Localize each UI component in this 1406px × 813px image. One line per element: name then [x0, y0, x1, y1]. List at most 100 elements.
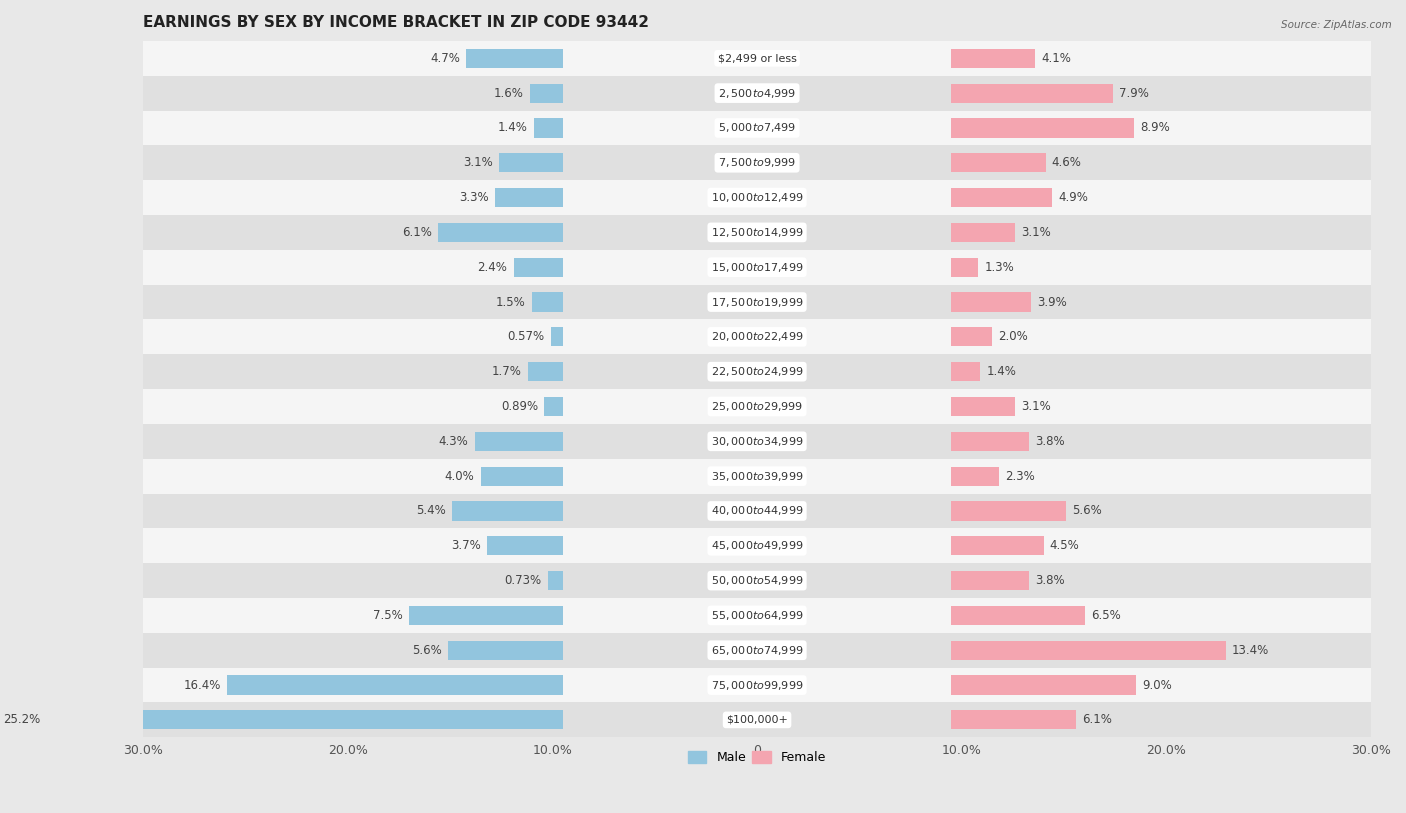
Bar: [143, 111, 1371, 146]
Text: 3.8%: 3.8%: [1035, 574, 1064, 587]
Bar: [531, 293, 562, 311]
Text: 8.9%: 8.9%: [1140, 121, 1170, 134]
Text: 1.6%: 1.6%: [494, 87, 524, 100]
Bar: [499, 153, 562, 172]
Text: 4.9%: 4.9%: [1057, 191, 1088, 204]
Bar: [952, 537, 1043, 555]
Bar: [952, 188, 1052, 207]
Text: 4.0%: 4.0%: [444, 470, 475, 483]
Bar: [952, 153, 1046, 172]
Bar: [952, 328, 993, 346]
Bar: [143, 76, 1371, 111]
Text: 2.4%: 2.4%: [478, 261, 508, 274]
Text: $17,500 to $19,999: $17,500 to $19,999: [711, 296, 803, 309]
Bar: [495, 188, 562, 207]
Text: $2,499 or less: $2,499 or less: [717, 54, 796, 63]
Bar: [530, 84, 562, 102]
Text: $7,500 to $9,999: $7,500 to $9,999: [718, 156, 796, 169]
Text: 0.73%: 0.73%: [505, 574, 541, 587]
Text: 1.4%: 1.4%: [986, 365, 1017, 378]
Bar: [143, 667, 1371, 702]
Text: 4.3%: 4.3%: [439, 435, 468, 448]
Text: 0.89%: 0.89%: [501, 400, 538, 413]
Bar: [952, 676, 1136, 694]
Bar: [143, 633, 1371, 667]
Text: 7.5%: 7.5%: [373, 609, 404, 622]
Bar: [453, 502, 562, 520]
Bar: [952, 432, 1029, 451]
Text: 13.4%: 13.4%: [1232, 644, 1270, 657]
Text: $50,000 to $54,999: $50,000 to $54,999: [711, 574, 803, 587]
Text: 6.5%: 6.5%: [1091, 609, 1121, 622]
Bar: [143, 459, 1371, 493]
Text: $22,500 to $24,999: $22,500 to $24,999: [711, 365, 803, 378]
Bar: [143, 528, 1371, 563]
Legend: Male, Female: Male, Female: [683, 746, 831, 769]
Text: $20,000 to $22,499: $20,000 to $22,499: [711, 330, 803, 343]
Bar: [143, 320, 1371, 354]
Bar: [143, 180, 1371, 215]
Text: 5.6%: 5.6%: [1073, 504, 1102, 517]
Bar: [481, 467, 562, 485]
Text: $12,500 to $14,999: $12,500 to $14,999: [711, 226, 803, 239]
Bar: [475, 432, 562, 451]
Text: $65,000 to $74,999: $65,000 to $74,999: [711, 644, 803, 657]
Bar: [952, 49, 1035, 67]
Bar: [952, 293, 1032, 311]
Bar: [952, 84, 1114, 102]
Bar: [143, 250, 1371, 285]
Text: $15,000 to $17,499: $15,000 to $17,499: [711, 261, 803, 274]
Bar: [952, 571, 1029, 590]
Text: Source: ZipAtlas.com: Source: ZipAtlas.com: [1281, 20, 1392, 30]
Text: 0.57%: 0.57%: [508, 330, 544, 343]
Bar: [143, 354, 1371, 389]
Bar: [952, 467, 998, 485]
Bar: [143, 563, 1371, 598]
Bar: [143, 702, 1371, 737]
Text: 9.0%: 9.0%: [1142, 679, 1171, 692]
Bar: [952, 258, 979, 276]
Bar: [143, 493, 1371, 528]
Text: 2.3%: 2.3%: [1005, 470, 1035, 483]
Text: $100,000+: $100,000+: [725, 715, 787, 725]
Text: 3.7%: 3.7%: [451, 539, 481, 552]
Text: $75,000 to $99,999: $75,000 to $99,999: [711, 679, 803, 692]
Bar: [143, 215, 1371, 250]
Bar: [534, 119, 562, 137]
Bar: [449, 641, 562, 660]
Text: $30,000 to $34,999: $30,000 to $34,999: [711, 435, 803, 448]
Text: 5.6%: 5.6%: [412, 644, 441, 657]
Bar: [952, 223, 1015, 242]
Bar: [551, 328, 562, 346]
Text: 3.8%: 3.8%: [1035, 435, 1064, 448]
Text: $40,000 to $44,999: $40,000 to $44,999: [711, 504, 803, 517]
Text: 3.1%: 3.1%: [1021, 400, 1050, 413]
Bar: [513, 258, 562, 276]
Text: 3.1%: 3.1%: [464, 156, 494, 169]
Text: $25,000 to $29,999: $25,000 to $29,999: [711, 400, 803, 413]
Text: 4.7%: 4.7%: [430, 52, 460, 65]
Text: 16.4%: 16.4%: [183, 679, 221, 692]
Text: 7.9%: 7.9%: [1119, 87, 1149, 100]
Text: 25.2%: 25.2%: [3, 713, 41, 726]
Bar: [409, 606, 562, 625]
Bar: [527, 362, 562, 381]
Text: 4.6%: 4.6%: [1052, 156, 1081, 169]
Bar: [226, 676, 562, 694]
Bar: [143, 285, 1371, 320]
Text: 3.9%: 3.9%: [1038, 296, 1067, 309]
Bar: [143, 389, 1371, 424]
Bar: [952, 397, 1015, 416]
Text: $10,000 to $12,499: $10,000 to $12,499: [711, 191, 803, 204]
Text: $5,000 to $7,499: $5,000 to $7,499: [718, 121, 796, 134]
Text: 1.4%: 1.4%: [498, 121, 527, 134]
Bar: [486, 537, 562, 555]
Bar: [143, 146, 1371, 180]
Text: 6.1%: 6.1%: [402, 226, 432, 239]
Text: $55,000 to $64,999: $55,000 to $64,999: [711, 609, 803, 622]
Bar: [143, 41, 1371, 76]
Text: 1.7%: 1.7%: [492, 365, 522, 378]
Text: $45,000 to $49,999: $45,000 to $49,999: [711, 539, 803, 552]
Text: 2.0%: 2.0%: [998, 330, 1028, 343]
Bar: [544, 397, 562, 416]
